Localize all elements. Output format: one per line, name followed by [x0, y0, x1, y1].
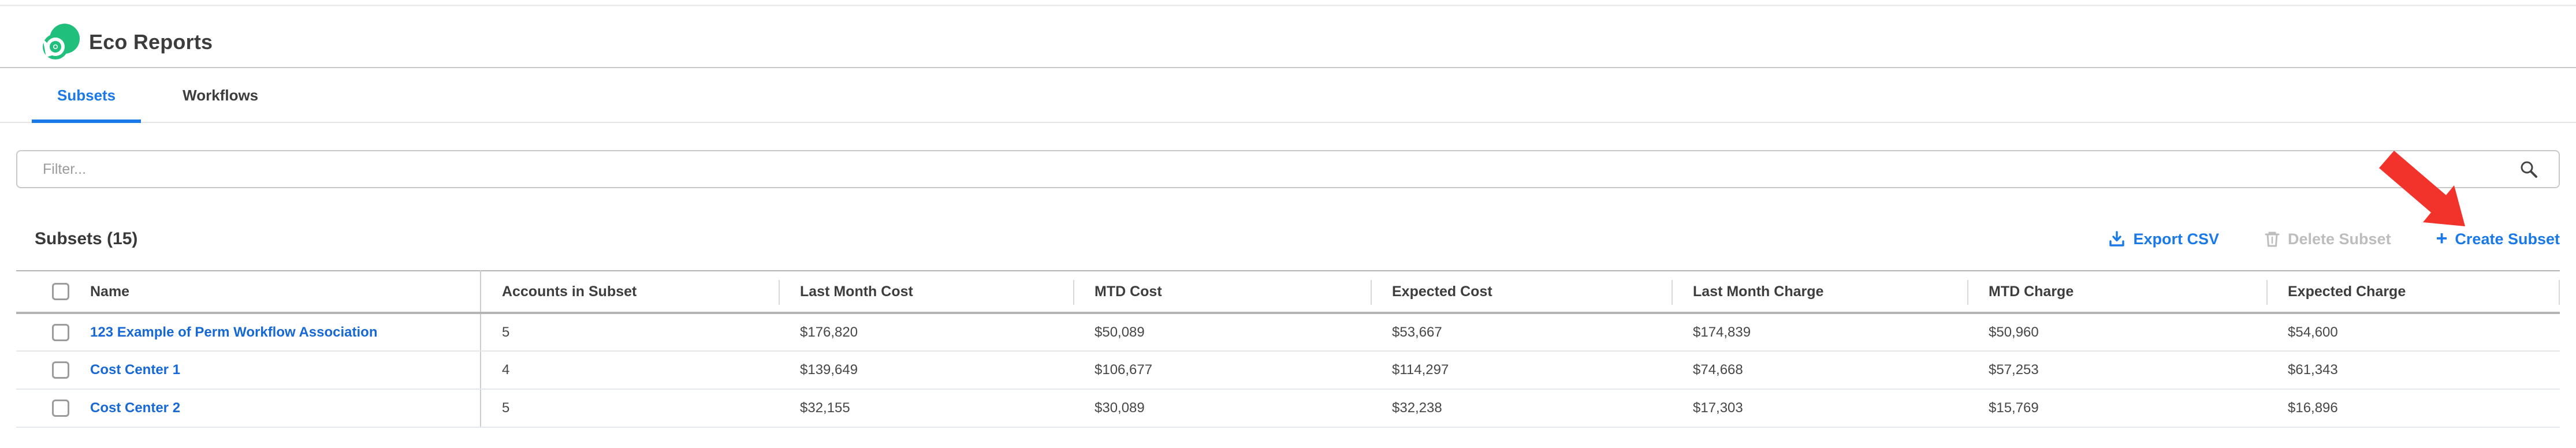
search-icon[interactable] — [2519, 160, 2538, 178]
cell-expected-cost: $114,297 — [1371, 351, 1672, 390]
create-subset-button[interactable]: + Create Subset — [2436, 229, 2560, 249]
row-checkbox[interactable] — [52, 400, 69, 417]
tab-subsets[interactable]: Subsets — [32, 87, 142, 123]
create-subset-label: Create Subset — [2455, 230, 2560, 248]
table-row: 123 Example of Perm Workflow Association… — [16, 313, 2560, 352]
app-header: Eco Reports — [0, 0, 2576, 68]
column-header-expected-charge: Expected Charge — [2266, 271, 2560, 314]
tab-workflows[interactable]: Workflows — [183, 87, 259, 104]
subsets-table: Name Accounts in Subset Last Month Cost … — [16, 270, 2560, 428]
export-csv-button[interactable]: Export CSV — [2108, 230, 2219, 248]
subset-link[interactable]: Cost Center 2 — [90, 400, 181, 416]
page-title: Eco Reports — [89, 30, 213, 54]
subset-link[interactable]: 123 Example of Perm Workflow Association — [90, 324, 378, 340]
tab-bar: Subsets Workflows — [0, 68, 2576, 123]
table-actions: Export CSV Delete Subset + Create Subset — [2063, 229, 2560, 249]
trash-icon — [2265, 232, 2280, 247]
cell-accounts: 5 — [481, 389, 779, 428]
filter-bar — [16, 150, 2560, 188]
column-header-mtd-cost: MTD Cost — [1073, 271, 1371, 314]
top-border — [0, 5, 2576, 6]
cell-last-month-cost: $32,155 — [779, 389, 1074, 428]
column-header-expected-cost: Expected Cost — [1371, 271, 1672, 314]
cell-expected-charge: $16,896 — [2267, 389, 2560, 428]
row-checkbox[interactable] — [52, 323, 69, 341]
cell-mtd-charge: $15,769 — [1968, 389, 2267, 428]
column-header-last-month-cost: Last Month Cost — [779, 271, 1074, 314]
filter-input[interactable] — [16, 150, 2560, 188]
section-bar: Subsets (15) Export CSV Delete Subset + … — [16, 222, 2560, 256]
column-header-accounts: Accounts in Subset — [481, 271, 779, 314]
cell-mtd-cost: $30,089 — [1074, 389, 1371, 428]
cell-mtd-charge: $50,960 — [1968, 313, 2267, 352]
cell-last-month-charge: $174,839 — [1672, 313, 1968, 352]
cell-accounts: 5 — [481, 313, 779, 352]
delete-subset-label: Delete Subset — [2288, 230, 2391, 248]
cell-expected-cost: $53,667 — [1371, 313, 1672, 352]
eco-swirl-icon — [43, 24, 80, 59]
column-header-name: Name — [90, 283, 130, 300]
cell-expected-charge: $61,343 — [2267, 351, 2560, 390]
delete-subset-button[interactable]: Delete Subset — [2264, 230, 2391, 248]
table-row: Cost Center 2 5 $32,155 $30,089 $32,238 … — [16, 389, 2560, 428]
cell-last-month-charge: $74,668 — [1672, 351, 1968, 390]
section-heading: Subsets (15) — [35, 229, 138, 248]
table-row: Cost Center 1 4 $139,649 $106,677 $114,2… — [16, 351, 2560, 390]
cell-last-month-charge: $17,303 — [1672, 389, 1968, 428]
subset-link[interactable]: Cost Center 1 — [90, 362, 181, 378]
select-all-checkbox[interactable] — [52, 283, 69, 300]
plus-icon: + — [2436, 227, 2448, 249]
cell-expected-charge: $54,600 — [2267, 313, 2560, 352]
cell-mtd-charge: $57,253 — [1968, 351, 2267, 390]
download-icon — [2109, 231, 2125, 247]
cell-last-month-cost: $139,649 — [779, 351, 1074, 390]
cell-mtd-cost: $106,677 — [1074, 351, 1371, 390]
cell-last-month-cost: $176,820 — [779, 313, 1074, 352]
export-csv-label: Export CSV — [2133, 230, 2219, 248]
cell-expected-cost: $32,238 — [1371, 389, 1672, 428]
cell-accounts: 4 — [481, 351, 779, 390]
table-header-row: Name Accounts in Subset Last Month Cost … — [16, 271, 2560, 314]
row-checkbox[interactable] — [52, 361, 69, 379]
column-header-last-month-charge: Last Month Charge — [1672, 271, 1968, 314]
column-header-mtd-charge: MTD Charge — [1967, 271, 2267, 314]
cell-mtd-cost: $50,089 — [1074, 313, 1371, 352]
